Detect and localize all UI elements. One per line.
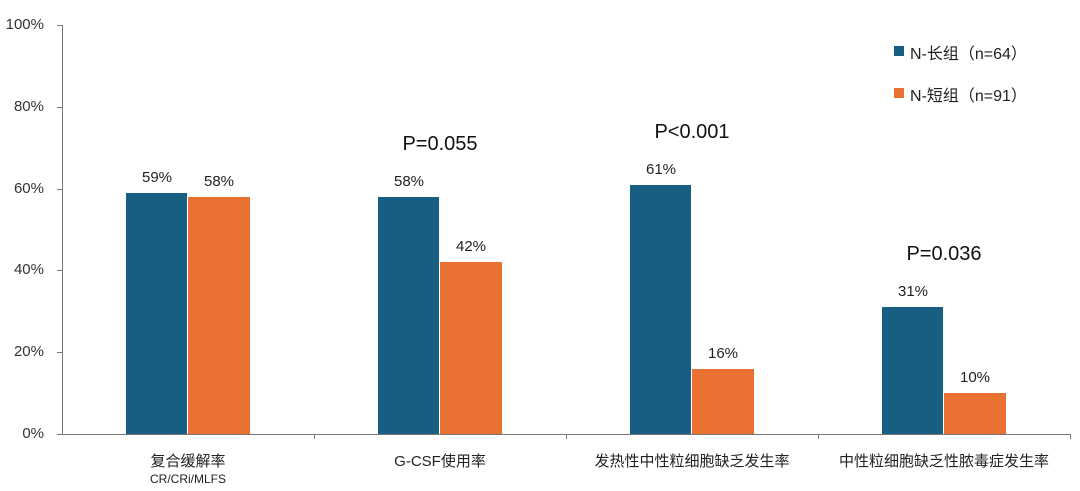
data-label: 59% [141, 168, 173, 186]
legend-label-short: N-短组（n=91） [910, 88, 1027, 105]
y-tick-mark [57, 270, 62, 272]
bar-short-group [944, 393, 1006, 434]
bar-long-group [882, 307, 943, 434]
bar-short-group [440, 262, 502, 434]
bar-short-group [188, 196, 250, 434]
data-label: 10% [959, 369, 991, 387]
y-tick-mark [57, 25, 62, 26]
bar-long-group [630, 184, 691, 434]
y-tick-mark [57, 434, 62, 435]
y-tick-label: 80% [13, 97, 44, 115]
x-tick-mark [566, 434, 567, 439]
data-label: 61% [645, 160, 677, 178]
y-tick-label: 40% [13, 261, 44, 279]
data-label: 58% [393, 172, 425, 190]
y-tick-label: 20% [13, 343, 44, 361]
p-value-label: P=0.055 [402, 132, 478, 155]
x-category-label: 发热性中性粒细胞缺乏发生率 [594, 453, 790, 470]
bar-short-group [692, 368, 754, 434]
x-category-label: G-CSF使用率 [394, 453, 486, 470]
data-label: 58% [203, 172, 235, 190]
x-tick-mark [818, 434, 819, 439]
legend-swatch-long [894, 46, 904, 56]
bar-long-group [126, 192, 187, 434]
data-label: 16% [707, 344, 739, 362]
y-tick-mark [57, 188, 62, 190]
legend-swatch-short [894, 88, 904, 98]
y-tick-mark [57, 106, 62, 108]
x-tick-mark [1070, 434, 1071, 439]
legend-label-long: N-长组（n=64） [910, 46, 1027, 63]
y-tick-mark [57, 352, 62, 354]
y-tick-label: 60% [13, 179, 44, 197]
data-label: 31% [897, 283, 929, 301]
x-category-label: 中性粒细胞缺乏性脓毒症发生率 [838, 453, 1049, 470]
x-category-label: 复合缓解率 [150, 453, 226, 470]
x-category-sublabel: CR/CRi/MLFS [149, 472, 226, 486]
p-value-label: P=0.036 [906, 243, 982, 266]
bar-long-group [378, 196, 439, 434]
data-label: 42% [455, 238, 487, 256]
x-tick-mark [314, 434, 315, 439]
y-axis [62, 25, 63, 434]
p-value-label: P<0.001 [654, 120, 730, 143]
y-tick-label: 100% [5, 16, 44, 33]
y-tick-label: 0% [22, 425, 44, 442]
